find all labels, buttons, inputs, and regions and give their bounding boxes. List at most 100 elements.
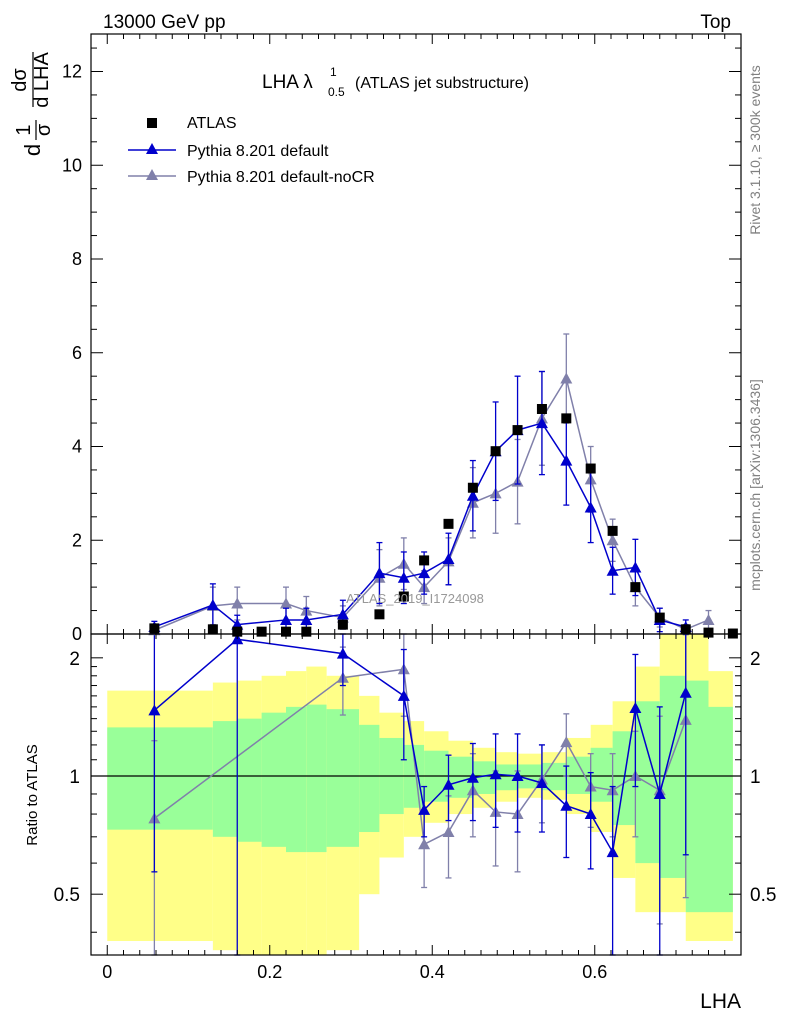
ratio-point <box>584 808 597 820</box>
ratio-point <box>511 770 524 782</box>
ylabel-frac2-den: d LHA <box>31 52 53 108</box>
title-sub: 0.5 <box>328 85 345 99</box>
ratio-point <box>560 799 573 811</box>
series-point <box>466 489 479 501</box>
ratio-point <box>336 647 349 659</box>
ylabel-prefix: d <box>20 144 45 156</box>
ratio-uncertainty-bands <box>91 634 741 955</box>
y-tick-label: 6 <box>72 343 82 363</box>
x-tick-label: 0.4 <box>420 962 445 982</box>
ratio-point <box>442 778 455 790</box>
ratio-tick-label-right: 2 <box>750 649 761 670</box>
ratio-line <box>153 638 687 855</box>
ratio-point <box>148 704 161 716</box>
band-inner <box>495 764 518 791</box>
plot-title: LHA λ 1 0.5 (ATLAS jet substructure) <box>262 65 529 99</box>
atlas-point <box>149 623 160 634</box>
series-line <box>154 422 686 628</box>
ratio-point <box>489 768 502 780</box>
ratio-point <box>560 736 573 748</box>
atlas-point <box>419 555 430 566</box>
series-point <box>606 534 619 546</box>
title-suffix: (ATLAS jet substructure) <box>355 75 529 92</box>
band-inner <box>590 747 613 802</box>
ratio-point <box>442 826 455 838</box>
legend-marker-default <box>146 143 158 154</box>
atlas-point <box>654 612 665 623</box>
band-inner <box>359 724 380 833</box>
atlas-point <box>585 463 596 474</box>
band-inner <box>306 704 327 853</box>
atlas-point <box>374 609 385 620</box>
band-inner <box>286 706 307 853</box>
legend-marker-nocr <box>146 169 158 180</box>
ylabel-frac1-num: 1 <box>13 124 35 135</box>
band-inner <box>212 721 238 837</box>
series-point <box>629 561 642 573</box>
series-point <box>560 454 573 466</box>
y-tick-label: 0 <box>72 624 82 644</box>
header-left: 13000 GeV pp <box>103 12 226 33</box>
atlas-point <box>398 591 409 602</box>
series-point <box>280 613 292 625</box>
atlas-point <box>490 446 501 457</box>
ratio-point <box>397 689 410 701</box>
legend-nocr: Pythia 8.201 default-noCR <box>187 169 375 186</box>
y-tick-label: 2 <box>72 530 82 550</box>
series-point <box>336 608 349 620</box>
series-point <box>373 567 386 579</box>
y-tick-label: 12 <box>62 62 82 82</box>
y-tick-label: 10 <box>62 155 82 175</box>
atlas-point <box>301 626 312 637</box>
band-inner <box>708 706 733 913</box>
title-main: LHA λ <box>262 72 313 93</box>
ratio-y-label: Ratio to ATLAS <box>24 744 41 845</box>
series-point <box>397 571 410 583</box>
x-tick-label: 0 <box>102 962 112 982</box>
band-inner <box>448 756 473 798</box>
ratio-tick-label-left: 2 <box>69 649 80 670</box>
ratio-tick-label-left: 1 <box>69 767 80 788</box>
band-inner <box>685 680 709 913</box>
x-axis-label: LHA <box>700 990 741 1013</box>
series-point <box>702 613 715 625</box>
ratio-point <box>418 803 431 815</box>
y-tick-label: 4 <box>72 437 82 457</box>
band-inner <box>472 761 496 794</box>
ratio-point <box>418 838 431 850</box>
band-inner <box>237 718 262 842</box>
series-point <box>300 613 313 625</box>
atlas-point <box>561 413 572 424</box>
series-point <box>535 417 548 429</box>
ratio-series <box>148 633 692 956</box>
legend-marker-atlas <box>147 118 157 128</box>
ratio-point <box>679 686 692 698</box>
series-point <box>231 597 244 609</box>
plot-frames <box>90 33 742 956</box>
ratio-point <box>466 771 479 783</box>
atlas-point <box>680 624 691 635</box>
ratio-tick-label-right: 0.5 <box>750 885 776 906</box>
atlas-point <box>630 582 641 593</box>
band-inner <box>154 727 213 830</box>
series-point <box>206 598 219 610</box>
band-inner <box>326 709 360 847</box>
series-point <box>442 553 455 564</box>
legend: ATLAS Pythia 8.201 default Pythia 8.201 … <box>128 115 375 186</box>
atlas-point <box>256 626 267 637</box>
ratio-tick-label-right: 1 <box>750 767 761 788</box>
x-tick-label: 0.2 <box>257 962 282 982</box>
band-inner <box>261 712 286 847</box>
header-right: Top <box>700 12 731 33</box>
ratio-frame <box>90 633 742 956</box>
y-axis-label: d 1 σ dσ d LHA <box>9 52 55 157</box>
series-point <box>606 564 619 576</box>
ratio-tick-label-left: 0.5 <box>54 885 80 906</box>
ratio-point <box>606 846 619 858</box>
x-tick-label: 0.6 <box>582 962 607 982</box>
atlas-point <box>536 404 547 414</box>
legend-atlas: ATLAS <box>187 115 237 132</box>
legend-default: Pythia 8.201 default <box>187 143 329 160</box>
series-point <box>280 597 292 609</box>
